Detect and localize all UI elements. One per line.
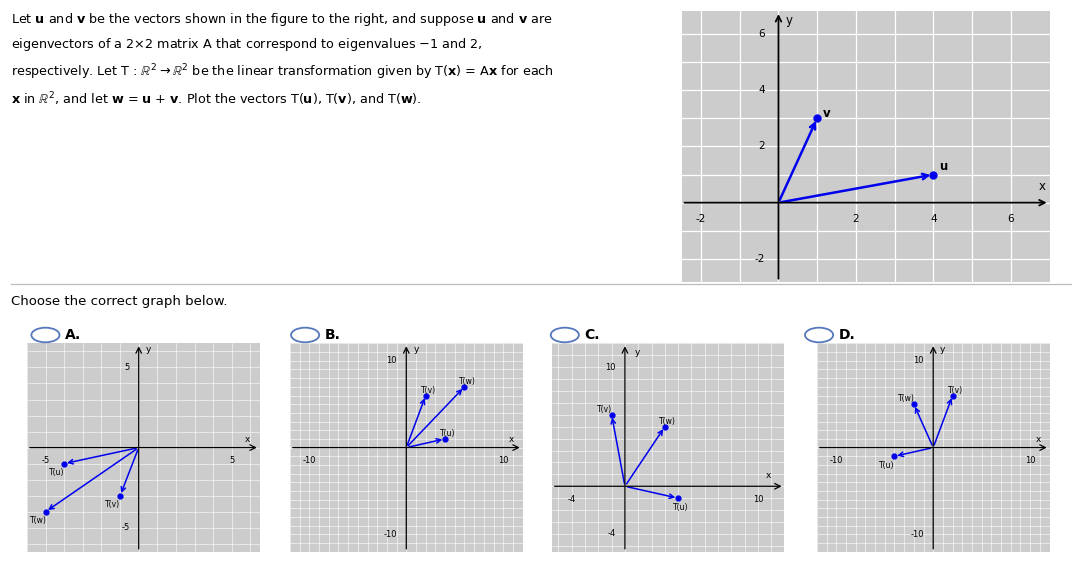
Text: T(w): T(w)	[459, 377, 476, 386]
Text: -2: -2	[754, 254, 765, 264]
Text: -2: -2	[696, 214, 707, 224]
Text: x: x	[246, 435, 251, 444]
Text: y: y	[786, 14, 792, 27]
Text: 10: 10	[605, 363, 616, 372]
Text: T(w): T(w)	[29, 516, 47, 525]
Text: 10: 10	[1025, 456, 1035, 465]
Text: -10: -10	[303, 456, 316, 465]
Text: 10: 10	[913, 356, 924, 365]
Text: D.: D.	[839, 328, 855, 342]
Text: x: x	[509, 435, 514, 444]
Text: x: x	[765, 471, 770, 480]
Text: C.: C.	[584, 328, 599, 342]
Text: y: y	[146, 345, 151, 354]
Text: A.: A.	[65, 328, 81, 342]
Text: Choose the correct graph below.: Choose the correct graph below.	[11, 294, 227, 308]
Text: B.: B.	[325, 328, 341, 342]
Text: T(v): T(v)	[421, 386, 436, 395]
Text: T(v): T(v)	[596, 405, 611, 414]
Text: T(w): T(w)	[898, 394, 914, 403]
Text: -4: -4	[568, 495, 576, 504]
Text: 5: 5	[124, 363, 130, 372]
Text: 5: 5	[229, 456, 235, 465]
Text: -5: -5	[41, 456, 50, 465]
Text: 10: 10	[498, 456, 509, 465]
Text: 2: 2	[758, 141, 765, 151]
Text: T(w): T(w)	[659, 417, 676, 426]
Text: -5: -5	[121, 523, 130, 532]
Text: 4: 4	[931, 214, 937, 224]
Text: T(v): T(v)	[948, 386, 963, 395]
Text: -10: -10	[910, 530, 924, 539]
Text: 6: 6	[758, 29, 765, 39]
Text: 6: 6	[1007, 214, 1014, 224]
Text: -10: -10	[383, 530, 397, 539]
Text: x: x	[1035, 435, 1041, 444]
Text: 10: 10	[386, 356, 397, 365]
Text: x: x	[1039, 180, 1045, 193]
Text: -10: -10	[830, 456, 843, 465]
Text: 10: 10	[753, 495, 763, 504]
Text: y: y	[634, 348, 639, 357]
Text: T(u): T(u)	[49, 468, 65, 477]
Text: T(v): T(v)	[105, 501, 120, 510]
Text: $\mathbf{u}$: $\mathbf{u}$	[939, 160, 949, 173]
Text: Let $\mathbf{u}$ and $\mathbf{v}$ be the vectors shown in the figure to the righ: Let $\mathbf{u}$ and $\mathbf{v}$ be the…	[11, 11, 554, 108]
Text: 2: 2	[853, 214, 859, 224]
Text: 4: 4	[758, 85, 765, 95]
Text: $\mathbf{v}$: $\mathbf{v}$	[822, 107, 831, 120]
Text: y: y	[940, 345, 946, 354]
Text: T(u): T(u)	[440, 429, 456, 438]
Text: T(u): T(u)	[880, 461, 895, 470]
Text: y: y	[413, 345, 419, 354]
Text: -4: -4	[607, 529, 616, 538]
Text: T(u): T(u)	[673, 503, 689, 512]
